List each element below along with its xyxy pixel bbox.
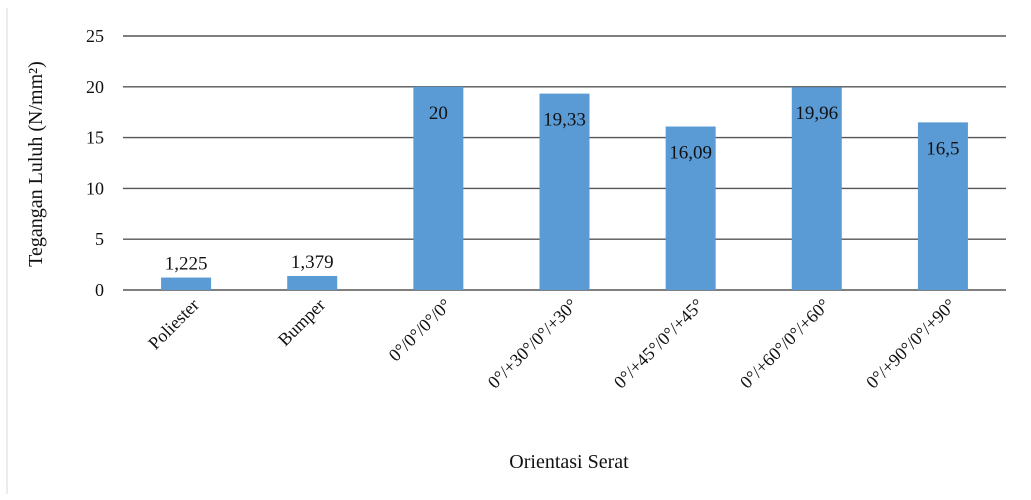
bar bbox=[665, 126, 716, 290]
bar bbox=[791, 87, 842, 291]
data-label: 16,5 bbox=[926, 138, 959, 159]
y-tick-label: 5 bbox=[95, 229, 104, 249]
x-tick-label: 0°/+60°/0°/+60° bbox=[736, 295, 834, 393]
data-label: 16,09 bbox=[669, 143, 712, 164]
bar bbox=[413, 86, 464, 290]
x-tick-label: 0°/+90°/0°/+90° bbox=[862, 295, 960, 393]
x-axis-title: Orientasi Serat bbox=[509, 451, 629, 473]
data-label: 19,33 bbox=[543, 110, 586, 131]
data-labels: 1,225 1,379 20 19,33 16,09 19,96 16,5 bbox=[165, 103, 960, 275]
x-tick-label: Bumper bbox=[274, 295, 329, 350]
y-axis-ticks: 0 5 10 15 20 25 bbox=[86, 26, 104, 300]
bar bbox=[287, 275, 338, 290]
y-tick-label: 20 bbox=[86, 77, 104, 97]
x-tick-label: 0°/+30°/0°/+30° bbox=[484, 295, 582, 393]
bars bbox=[161, 86, 968, 291]
data-label: 1,225 bbox=[165, 254, 208, 275]
y-tick-label: 0 bbox=[95, 280, 104, 300]
data-label: 1,379 bbox=[291, 252, 334, 273]
y-tick-label: 15 bbox=[86, 128, 104, 148]
data-label: 19,96 bbox=[795, 103, 838, 124]
data-label: 20 bbox=[429, 103, 448, 124]
bar bbox=[917, 122, 968, 290]
x-tick-label: 0°/0°/0°/0° bbox=[385, 295, 456, 366]
y-axis-title: Tegangan Luluh (N/mm²) bbox=[25, 61, 47, 267]
x-axis-ticks: Poliester Bumper 0°/0°/0°/0° 0°/+30°/0°/+30… bbox=[144, 295, 960, 393]
x-tick-label: 0°/+45°/0°/+45° bbox=[610, 295, 708, 393]
x-tick-label: Poliester bbox=[144, 295, 203, 354]
y-tick-label: 10 bbox=[86, 178, 104, 198]
bar bbox=[161, 277, 212, 290]
bar bbox=[539, 93, 590, 290]
y-tick-label: 25 bbox=[86, 26, 104, 46]
